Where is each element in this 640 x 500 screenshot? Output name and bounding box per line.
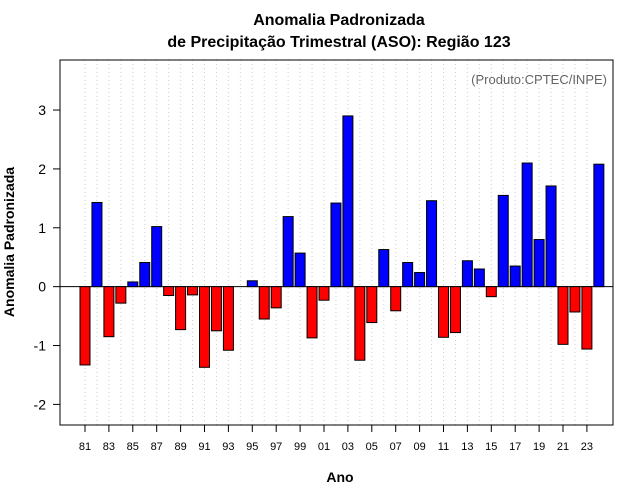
y-axis: -2 -1 0 1 2 3: [34, 102, 60, 412]
x-tick-label: 81: [79, 441, 91, 453]
x-tick-label: 17: [509, 441, 521, 453]
x-axis-label: Ano: [326, 469, 353, 485]
x-tick-label: 07: [390, 441, 402, 453]
y-tick-label: 2: [38, 161, 46, 177]
source-annotation: (Produto:CPTEC/INPE): [471, 72, 607, 87]
chart-title: Anomalia Padronizada: [253, 12, 425, 29]
bar-12: [449, 286, 461, 334]
x-tick-label: 21: [557, 441, 569, 453]
bar-21: [557, 286, 569, 345]
x-tick-label: 99: [294, 441, 306, 453]
y-tick-label: -2: [34, 396, 47, 412]
bar-83: [103, 286, 115, 338]
bar-85: [127, 281, 139, 288]
x-tick-label: 09: [413, 441, 425, 453]
bar-04: [354, 286, 366, 361]
bar-05: [366, 286, 378, 324]
bar-93: [222, 286, 234, 351]
x-tick-label: 95: [246, 441, 258, 453]
x-tick-label: 93: [222, 441, 234, 453]
bar-22: [569, 286, 581, 313]
x-tick-label: 85: [127, 441, 139, 453]
bar-10: [426, 200, 438, 288]
bar-82: [91, 201, 103, 288]
bar-90: [187, 286, 199, 296]
bar-13: [461, 260, 473, 288]
bar-95: [246, 280, 258, 288]
x-axis: 81 83 85 87 89 91 93 95 97 99 01 03 05 07 09 11 13 15 17 19…: [79, 425, 593, 453]
bar-17: [509, 265, 521, 288]
bar-18: [521, 162, 533, 288]
bar-98: [282, 216, 294, 288]
bar-81: [79, 286, 91, 366]
x-tick-label: 23: [581, 441, 593, 453]
bar-92: [210, 286, 222, 332]
bar-06: [378, 249, 390, 288]
plot-border: [59, 59, 614, 426]
bar-20: [545, 185, 557, 288]
bar-11: [438, 286, 449, 338]
x-tick-label: 83: [103, 441, 115, 453]
x-tick-label: 97: [270, 441, 282, 453]
x-tick-label: 01: [318, 441, 330, 453]
grid-lines: [84, 60, 588, 425]
bar-09: [414, 272, 426, 288]
x-tick-label: 13: [461, 441, 473, 453]
bar-16: [497, 194, 509, 288]
y-tick-label: 0: [38, 279, 46, 295]
bar-91: [199, 286, 210, 368]
bar-86: [139, 262, 151, 288]
bar-undefined: [593, 163, 605, 288]
bar-14: [473, 268, 485, 288]
x-tick-label: 03: [342, 441, 354, 453]
x-tick-label: 11: [438, 441, 449, 453]
bar-01: [318, 286, 330, 301]
bar-02: [330, 202, 342, 288]
bar-00: [306, 286, 318, 339]
bar-99: [294, 252, 306, 288]
bar-96: [258, 286, 270, 320]
bar-08: [402, 262, 414, 288]
y-tick-label: 1: [38, 220, 46, 236]
bar-23: [581, 286, 593, 350]
x-tick-label: 05: [366, 441, 378, 453]
bar-03: [342, 115, 354, 288]
x-tick-label: 87: [151, 441, 163, 453]
bar-88: [163, 286, 175, 296]
y-tick-label: -1: [34, 338, 47, 354]
x-tick-label: 91: [198, 441, 210, 453]
y-axis-label: Anomalia Padronizada: [1, 167, 17, 317]
bar-89: [175, 286, 187, 331]
bar-07: [390, 286, 402, 312]
y-tick-label: 3: [38, 102, 46, 118]
x-tick-label: 19: [533, 441, 545, 453]
bars: [79, 115, 605, 368]
x-tick-label: 89: [174, 441, 186, 453]
bar-97: [270, 286, 282, 309]
bar-84: [115, 286, 127, 304]
x-tick-label: 15: [485, 441, 497, 453]
bar-15: [485, 286, 497, 298]
bar-87: [151, 226, 163, 288]
chart-subtitle: de Precipitação Trimestral (ASO): Região…: [167, 34, 510, 51]
bar-19: [533, 239, 545, 288]
